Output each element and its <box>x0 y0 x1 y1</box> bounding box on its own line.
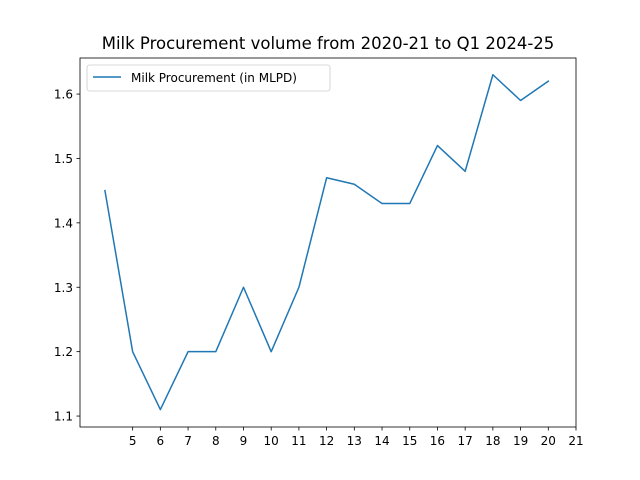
x-tick-label: 12 <box>319 434 334 448</box>
x-tick-label: 15 <box>402 434 417 448</box>
y-tick-label: 1.6 <box>54 88 73 102</box>
plot-frame <box>79 57 577 428</box>
x-tick-label: 5 <box>129 434 137 448</box>
x-tick-label: 21 <box>568 434 583 448</box>
x-tick-label: 6 <box>157 434 165 448</box>
series-line-milk-procurement <box>104 73 550 411</box>
x-tick-label: 17 <box>458 434 473 448</box>
x-tick-label: 13 <box>347 434 362 448</box>
legend-box <box>86 64 331 92</box>
y-axis: 1.1 1.2 1.3 1.4 1.5 1.6 <box>54 88 80 424</box>
x-tick-label: 19 <box>513 434 528 448</box>
x-tick-label: 14 <box>374 434 389 448</box>
x-tick-label: 20 <box>541 434 556 448</box>
x-tick-label: 18 <box>485 434 500 448</box>
y-tick-label: 1.3 <box>54 281 73 295</box>
y-tick-label: 1.1 <box>54 410 73 424</box>
y-tick-label: 1.4 <box>54 216 73 230</box>
x-tick-label: 10 <box>264 434 279 448</box>
x-tick-label: 11 <box>291 434 306 448</box>
x-tick-label: 16 <box>430 434 445 448</box>
x-tick-label: 7 <box>184 434 192 448</box>
y-tick-label: 1.2 <box>54 345 73 359</box>
x-axis: 5 6 7 8 9 10 11 12 13 14 15 16 17 18 19 20 21 <box>129 427 584 448</box>
x-tick-label: 9 <box>240 434 248 448</box>
plot-area <box>79 57 577 428</box>
series-layer <box>104 73 550 411</box>
legend: Milk Procurement (in MLPD) <box>86 64 331 92</box>
chart-title: Milk Procurement volume from 2020-21 to … <box>102 34 555 53</box>
legend-label: Milk Procurement (in MLPD) <box>131 71 297 85</box>
x-tick-label: 8 <box>212 434 220 448</box>
y-tick-label: 1.5 <box>54 152 73 166</box>
